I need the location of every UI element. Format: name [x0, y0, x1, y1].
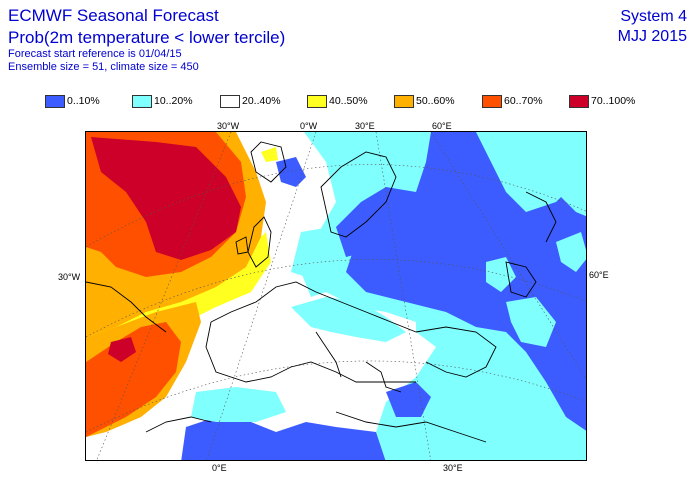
graticule [86, 132, 586, 460]
lon-label-top: 0°W [300, 121, 318, 131]
lon-label-top: 60°E [432, 121, 452, 131]
coastline [505, 261, 537, 298]
legend-label: 20..40% [242, 95, 281, 107]
coastline [320, 151, 397, 238]
graticule-line [430, 132, 586, 380]
cyan-region-northsea [291, 227, 341, 277]
legend-label: 40..50% [329, 95, 368, 107]
coastline [365, 361, 402, 393]
graticule-line [96, 132, 232, 460]
coastline [235, 236, 249, 255]
legend-swatch [482, 95, 502, 108]
legend-swatch [45, 95, 65, 108]
graticule-line [86, 259, 586, 338]
yellow-patch-greenland [261, 147, 278, 162]
cyan-region-iberia [191, 387, 286, 422]
forecast-start-reference: Forecast start reference is 01/04/15 [8, 48, 182, 60]
coastlines [86, 141, 557, 443]
ensemble-size-note: Ensemble size = 51, climate size = 450 [8, 61, 199, 73]
legend-swatch [220, 95, 240, 108]
cyan-patch [476, 132, 586, 212]
cyan-region-central-europe [291, 297, 406, 342]
lon-label-bottom: 30°E [443, 463, 463, 473]
lon-label-bottom: 0°E [212, 463, 227, 473]
coastline [315, 331, 342, 378]
legend-swatch [569, 95, 589, 108]
coastline [250, 141, 287, 183]
map-canvas [86, 132, 586, 460]
system-label: System 4 [620, 8, 687, 25]
blue-region-greenland [276, 157, 306, 187]
coastline [415, 326, 497, 378]
forecast-map [85, 131, 587, 461]
lon-label-top: 30°E [355, 121, 375, 131]
legend-swatch [394, 95, 414, 108]
coastline [86, 281, 167, 333]
legend-swatch [132, 95, 152, 108]
map-subtitle: Prob(2m temperature < lower tercile) [8, 28, 286, 47]
blue-region-scandinavia [336, 187, 421, 257]
coastline [210, 281, 417, 333]
cyan-patch [506, 297, 556, 347]
legend-label: 0..10% [67, 95, 100, 107]
red-region-atlantic [91, 137, 241, 260]
legend-label: 10..20% [154, 95, 193, 107]
blue-region-south [181, 417, 386, 460]
coastline [335, 411, 487, 443]
coastline [205, 321, 416, 383]
graticule-line [86, 360, 586, 433]
legend-label: 70..100% [591, 95, 636, 107]
coastline [145, 416, 212, 433]
legend-label: 50..60% [416, 95, 455, 107]
legend-label: 60..70% [504, 95, 543, 107]
cyan-patch [556, 232, 586, 272]
season-label: MJJ 2015 [617, 28, 687, 45]
graticule-line [86, 164, 586, 248]
map-title: ECMWF Seasonal Forecast [8, 6, 219, 25]
lon-label-right: 60°E [589, 270, 609, 280]
lon-label-top: 30°W [217, 121, 240, 131]
cyan-patch [486, 257, 516, 292]
legend-swatch [307, 95, 327, 108]
coastline [525, 191, 557, 243]
red-patch-southwest [108, 337, 136, 362]
lon-label-left: 30°W [58, 272, 81, 282]
